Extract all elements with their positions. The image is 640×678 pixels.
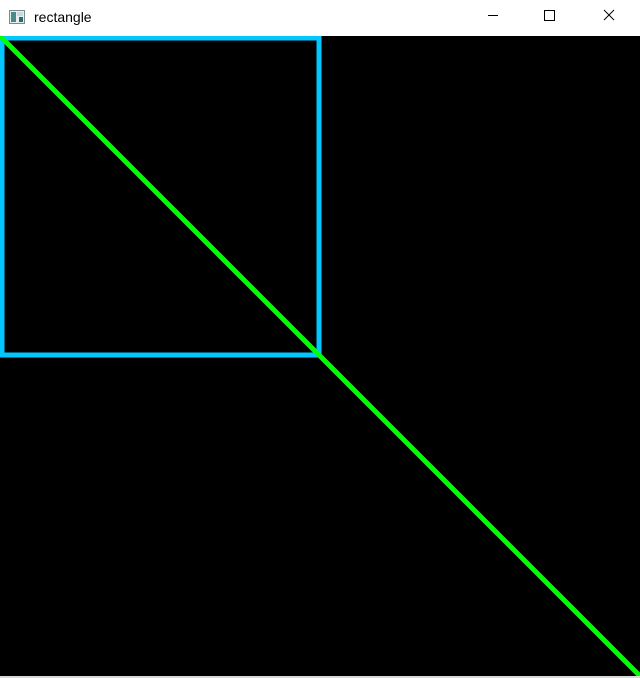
window-title: rectangle xyxy=(34,9,92,25)
close-button[interactable] xyxy=(586,0,632,34)
canvas-drawing xyxy=(0,36,640,676)
maximize-button[interactable] xyxy=(526,0,572,34)
maximize-icon xyxy=(543,8,555,26)
minimize-button[interactable] xyxy=(470,0,516,34)
close-icon xyxy=(603,8,615,26)
app-window-icon xyxy=(9,10,25,24)
title-bar[interactable]: rectangle xyxy=(0,0,640,35)
window-bottom-border xyxy=(0,676,640,678)
cyan-rectangle xyxy=(0,36,322,358)
minimize-icon xyxy=(487,8,499,26)
drawing-canvas xyxy=(0,36,640,676)
green-diagonal-line xyxy=(0,36,640,676)
